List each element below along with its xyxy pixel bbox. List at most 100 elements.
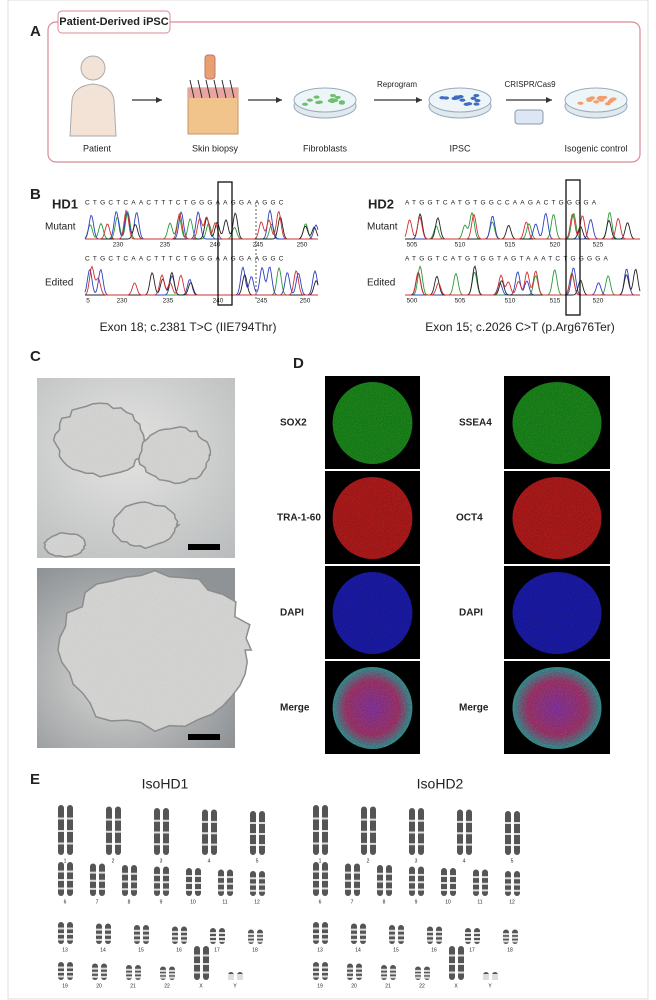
chromosome-band [361,842,367,845]
isogenic-dish [564,87,628,113]
chromosome-band [505,833,511,835]
chromosome-band [115,830,121,833]
chromosome-band [505,883,511,886]
chromosome-label: Y [488,983,492,989]
chromosome-band [250,844,256,846]
chromosome-band [450,889,456,891]
isogenic-cell [593,100,600,104]
chromosome-band [313,887,319,890]
chromosome-band [322,938,328,941]
chromosome-band [211,843,217,846]
chromosome-band [409,888,415,891]
chromosome-band [381,968,387,971]
ipsc-cell [459,98,466,102]
chromosome-band [218,882,224,885]
fibroblast-cell [302,102,309,106]
biopsy-tube [204,54,216,80]
panel-letter: C [30,348,41,365]
chromosome-band [418,819,424,822]
arrow-head [156,97,162,103]
stain-texture [332,477,413,559]
chromosome-band [473,882,479,885]
chromosome-label: Y [233,983,237,989]
chromosome-band [154,819,160,822]
chromosome-band [169,973,175,976]
step-label: Patient [83,143,112,153]
chromosome-band [474,932,480,934]
chromosome-band [67,887,73,890]
chromosome-band [67,971,73,973]
stain-texture [512,667,602,749]
chromosome-band [512,940,518,943]
chromosome-band [415,976,421,979]
chromosome-band [386,888,392,891]
step-label: IPSC [449,143,471,153]
mutation-box [217,181,233,306]
chromosome-label: 6 [319,899,322,905]
chromosome-band [219,940,225,942]
chromosome-band [92,967,98,970]
chromosome-label: X [454,983,458,989]
arrow-head [276,97,282,103]
trace [405,267,640,296]
chromosome-band [457,820,463,823]
chromosome-band [248,933,254,936]
chromosome-band [186,875,192,877]
position-tick: 230 [117,298,128,305]
chromosome-band [99,871,105,874]
fibroblast-cell [329,93,336,98]
chromosome-band [181,935,187,938]
panel-letter: E [30,771,40,788]
chromosome-band [58,870,64,873]
position-tick: 520 [593,298,604,305]
chromosome-band [202,843,208,846]
chromosome-band [390,972,396,975]
chromosome-band [58,879,64,881]
chromosome-band [436,939,442,942]
chromosome-label: 20 [96,983,102,989]
chromosome-band [257,936,263,939]
chromosome-band [96,928,102,931]
karyotype-title: IsoHD2 [417,776,464,792]
chromosome-band [398,929,404,932]
chromosome-band [354,887,360,890]
chromosome-label: 5 [256,858,259,864]
sequence: ATGGTCATGTGGCCAAGACTGGGGA [405,200,599,207]
chromosome-label: 13 [317,947,323,953]
chromosome-band [250,877,256,880]
trace [84,265,318,296]
chromosome-band [415,973,421,976]
karyotype-title: IsoHD1 [142,776,189,792]
chromosome-band [134,929,140,932]
position-tick: 515 [505,242,516,249]
chromosome-band [250,833,256,835]
chromosome-band [418,831,424,834]
track-label: Mutant [45,222,76,233]
crispr-icon [514,109,544,125]
chromosome-band [503,933,509,936]
chromosome-band [483,974,489,976]
chromosome-band [58,933,64,935]
colony-texture [138,426,211,484]
arrow-head [416,97,422,103]
hair [221,79,227,99]
chromosome-band [134,934,140,937]
fibroblast-cell [327,99,334,103]
chromosome-label: 10 [445,899,451,905]
chromosome-band [482,876,488,879]
chromosome-label: 12 [509,899,515,905]
chromosome-band [449,963,455,965]
chromosome-band [512,933,518,936]
chromosome-band [96,938,102,941]
arrow-head [546,97,552,103]
colony-texture [112,502,179,549]
chromosome-band [441,882,447,884]
chromosome-band [135,968,141,971]
chromosome-band [354,871,360,874]
chromosome-band [106,818,112,821]
chromosome-band [237,976,243,978]
chromosome-band [514,877,520,880]
chromosome-band [514,844,520,846]
stain-texture [332,667,413,749]
